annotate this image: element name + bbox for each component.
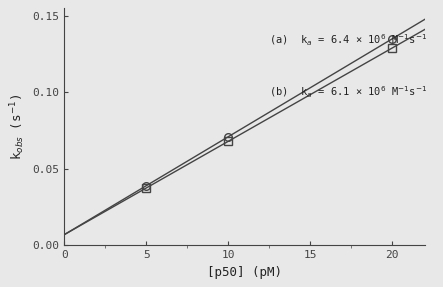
Text: (a)  k$_a$ = 6.4 × 10$^6$ M$^{-1}$s$^{-1}$: (a) k$_a$ = 6.4 × 10$^6$ M$^{-1}$s$^{-1}… bbox=[269, 33, 427, 48]
Text: (b)  k$_a$ = 6.1 × 10$^6$ M$^{-1}$s$^{-1}$: (b) k$_a$ = 6.1 × 10$^6$ M$^{-1}$s$^{-1}… bbox=[269, 85, 427, 100]
X-axis label: [p50] (pM): [p50] (pM) bbox=[207, 266, 282, 279]
Y-axis label: k$_{obs}$ (s$^{-1}$): k$_{obs}$ (s$^{-1}$) bbox=[8, 94, 27, 160]
